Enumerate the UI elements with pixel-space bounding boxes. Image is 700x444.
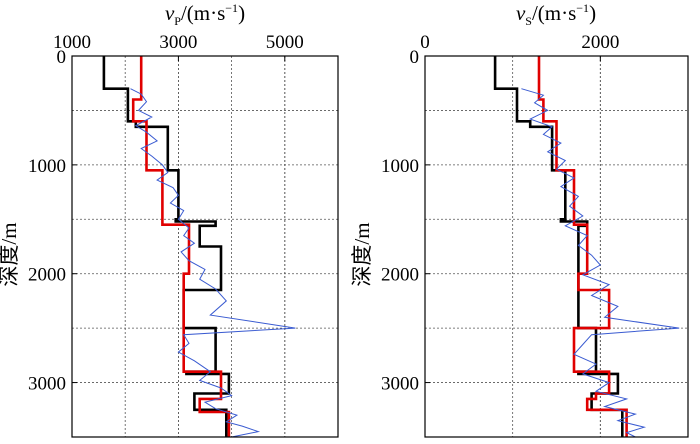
y-tick-label: 1000 [28, 156, 66, 177]
y-axis-title: 深度/m [350, 222, 374, 286]
y-tick-label: 0 [410, 47, 420, 68]
series-inverted-line [131, 56, 231, 437]
x-axis-title: vP/(m·s−1) [165, 1, 245, 28]
series-inverted-line [537, 56, 628, 437]
x-tick-label: 5000 [266, 32, 304, 53]
plot-frame [424, 55, 689, 438]
x-tick-label: 3000 [159, 32, 197, 53]
series-blocky-line [493, 56, 624, 437]
y-tick-label: 3000 [381, 374, 419, 395]
y-tick-label: 1000 [381, 156, 419, 177]
x-axis-title: vS/(m·s−1) [516, 1, 596, 28]
x-tick-label: 1000 [53, 32, 91, 53]
y-axis-title: 深度/m [0, 222, 21, 286]
series-blocky-line [102, 56, 231, 437]
x-tick-label: 2000 [581, 32, 619, 53]
y-tick-label: 2000 [381, 265, 419, 286]
plot-frame [71, 55, 339, 438]
y-tick-label: 0 [57, 47, 67, 68]
y-tick-label: 2000 [28, 265, 66, 286]
series-well-line [521, 88, 680, 438]
vs-profile: 0 2000 0 1000 2000 3000 vS/(m·s−1) 深度/m [350, 1, 689, 438]
x-tick-label: 0 [420, 32, 430, 53]
y-tick-label: 3000 [28, 374, 66, 395]
series-well-line [130, 88, 296, 438]
